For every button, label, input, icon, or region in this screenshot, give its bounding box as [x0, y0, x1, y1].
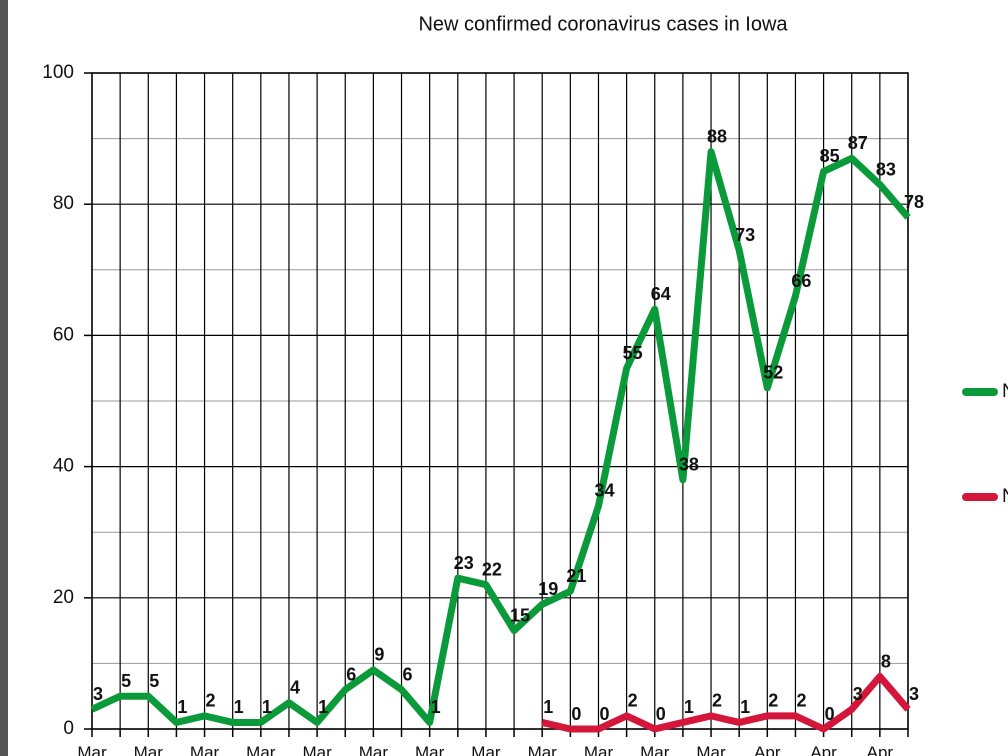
data-label: 23 — [454, 553, 474, 573]
data-label: 2 — [712, 691, 722, 711]
data-label: 1 — [234, 697, 244, 717]
y-tick-label: 20 — [53, 587, 74, 608]
data-label: 9 — [374, 645, 384, 665]
y-tick-label: 60 — [53, 324, 74, 345]
data-label: 1 — [684, 697, 694, 717]
data-label: 3 — [853, 684, 863, 704]
data-label: 88 — [707, 126, 727, 146]
data-label: 64 — [651, 284, 671, 304]
data-label: 0 — [825, 704, 835, 724]
x-tick-label: Mar — [584, 743, 614, 756]
x-tick-label: Apr — [867, 743, 894, 756]
x-tick-label: Mar — [359, 743, 389, 756]
data-label: 0 — [656, 704, 666, 724]
data-label: 8 — [881, 651, 891, 671]
data-label: 83 — [876, 159, 896, 179]
data-label: 34 — [594, 481, 614, 501]
legend-label: N — [1002, 381, 1008, 402]
x-tick-label: Mar — [415, 743, 445, 756]
x-tick-label: Mar — [77, 743, 107, 756]
data-label: 3 — [93, 684, 103, 704]
x-tick-label: Apr — [810, 743, 837, 756]
data-label: 3 — [909, 684, 919, 704]
data-label: 1 — [262, 697, 272, 717]
data-label: 2 — [768, 691, 778, 711]
data-label: 19 — [538, 579, 558, 599]
data-label: 1 — [177, 697, 187, 717]
x-tick-label: Mar — [640, 743, 670, 756]
data-label: 5 — [121, 671, 131, 691]
data-label: 52 — [763, 363, 783, 383]
data-label: 1 — [318, 697, 328, 717]
data-label: 6 — [346, 664, 356, 684]
legend-label: N — [1002, 486, 1008, 507]
data-label: 73 — [735, 225, 755, 245]
data-label: 2 — [628, 691, 638, 711]
data-label: 15 — [510, 605, 530, 625]
data-label: 0 — [571, 704, 581, 724]
x-tick-label: Mar — [246, 743, 276, 756]
window-border — [0, 0, 8, 756]
data-label: 2 — [206, 691, 216, 711]
data-label: 55 — [623, 343, 643, 363]
x-tick-label: Mar — [190, 743, 220, 756]
data-label: 1 — [431, 697, 441, 717]
data-label: 21 — [566, 566, 586, 586]
x-tick-label: Mar — [302, 743, 332, 756]
plot-frame — [91, 72, 909, 730]
data-label: 4 — [290, 678, 300, 698]
y-tick-label: 0 — [63, 718, 74, 739]
x-tick-label: Mar — [471, 743, 501, 756]
data-label: 1 — [740, 697, 750, 717]
data-label: 85 — [820, 146, 840, 166]
data-label: 87 — [848, 133, 868, 153]
data-label: 66 — [791, 271, 811, 291]
data-label: 2 — [796, 691, 806, 711]
x-tick-label: Mar — [134, 743, 164, 756]
x-tick-label: Mar — [696, 743, 726, 756]
data-label: 38 — [679, 454, 699, 474]
x-tick-label: Mar — [528, 743, 558, 756]
y-tick-label: 40 — [53, 456, 74, 477]
data-label: 5 — [149, 671, 159, 691]
x-tick-label: Apr — [754, 743, 781, 756]
data-label: 78 — [904, 192, 924, 212]
series-line — [541, 673, 911, 733]
y-tick-label: 100 — [42, 62, 74, 83]
y-tick-label: 80 — [53, 193, 74, 214]
data-label: 0 — [599, 704, 609, 724]
data-label: 22 — [482, 559, 502, 579]
data-label: 1 — [543, 697, 553, 717]
chart-title: New confirmed coronavirus cases in Iowa — [418, 13, 788, 35]
series-line — [90, 148, 911, 726]
data-label: 6 — [403, 664, 413, 684]
